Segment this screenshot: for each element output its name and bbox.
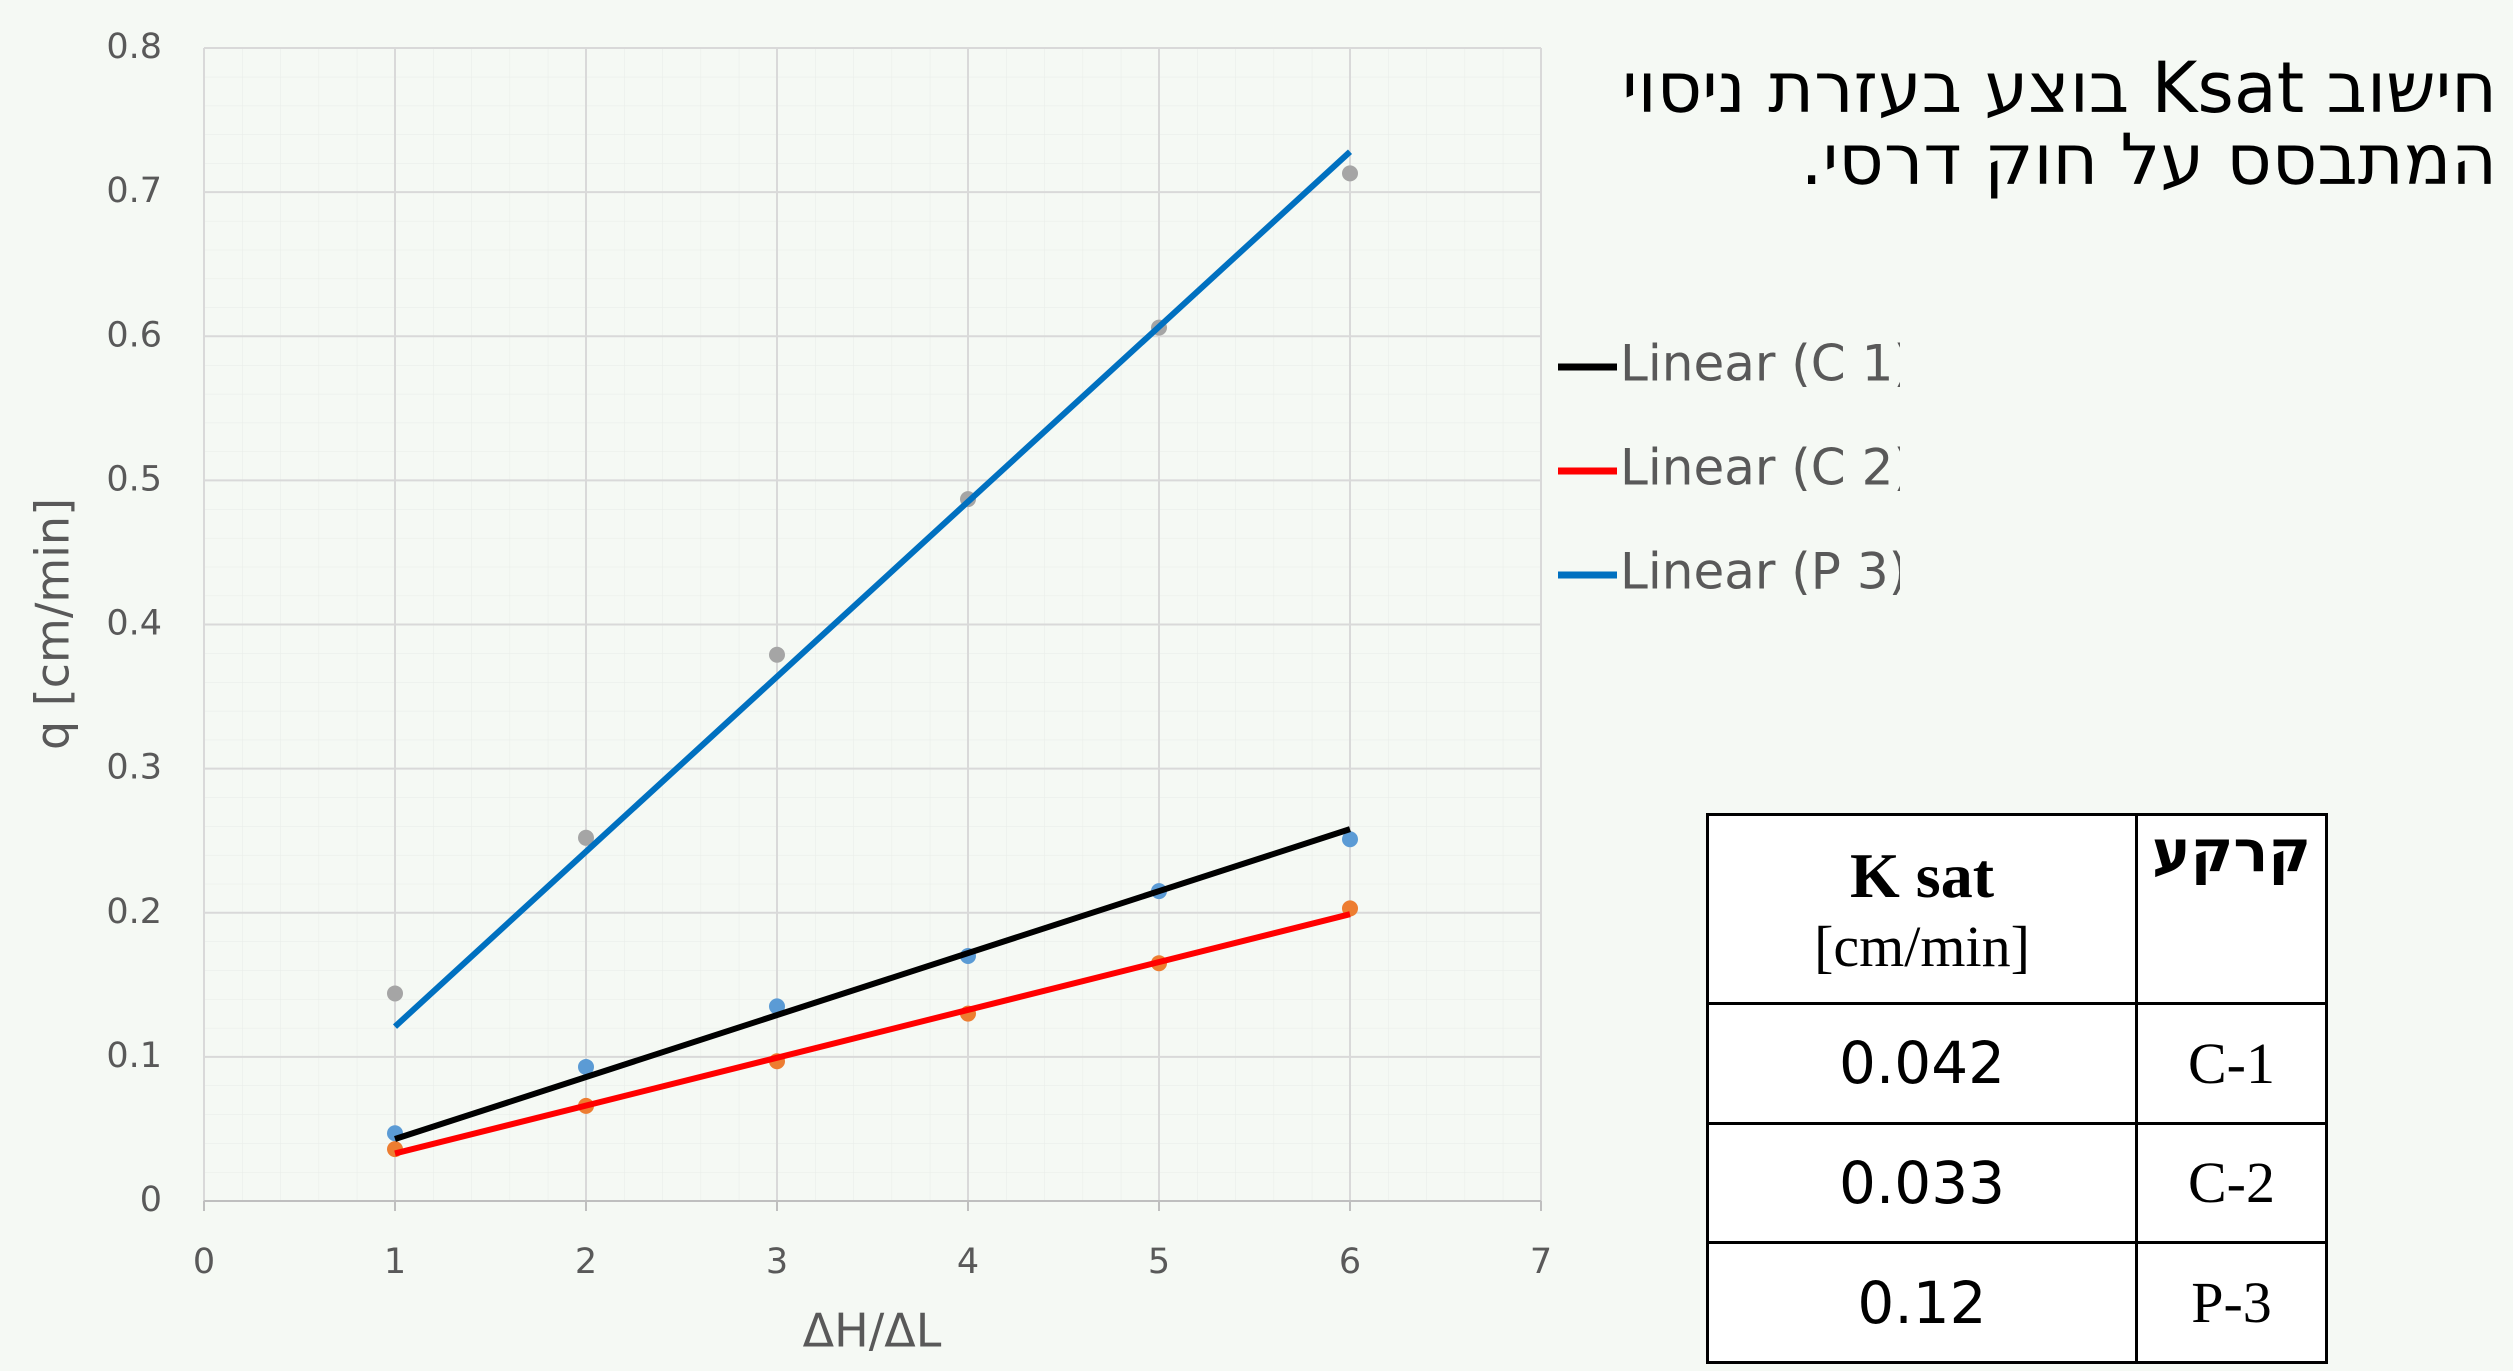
point: [1342, 831, 1358, 848]
x-tick-label: 5: [1148, 1242, 1170, 1282]
trendline: [392, 149, 1353, 1029]
point: [769, 998, 785, 1015]
trendline: [394, 911, 1351, 1157]
header-label: K sat: [1850, 839, 1994, 911]
x-tick-label: 3: [766, 1242, 788, 1282]
y-tick-label: 0: [140, 1180, 162, 1220]
x-axis-label: ΔH/ΔL: [803, 1304, 942, 1358]
point: [1342, 165, 1358, 182]
header-cell: קרקע: [2135, 813, 2328, 1005]
y-axis-label: q [cm/min]: [26, 498, 80, 750]
y-tick-label: 0.3: [106, 748, 162, 788]
y-tick-label: 0.4: [106, 604, 162, 644]
title: חישוב Ksat בוצע בעזרת ניסוי המתבסס על חו…: [1622, 52, 2497, 196]
ksat-table: K sat [cm/min] קרקע 0.042 C-1 0.033 C-2 0.1…: [1706, 813, 2328, 1364]
cell: P-3: [2135, 1241, 2328, 1364]
trendline: [394, 826, 1351, 1142]
point: [769, 646, 785, 663]
legend-label: Linear (C 2): [1620, 439, 1900, 497]
cell: C-2: [2135, 1121, 2328, 1245]
y-tick-label: 0.7: [106, 171, 162, 211]
y-tick-label: 0.2: [106, 892, 162, 932]
x-tick-label: 6: [1339, 1242, 1361, 1282]
legend-label: Linear (P 3): [1620, 543, 1900, 601]
chart: ΔH/ΔL q [cm/min] 0 0.1 0.2 0.3 0.4 0.5 0.6 0.7 0…: [26, 27, 1901, 1358]
cell: 0.042: [1706, 1002, 2138, 1125]
y-tick-label: 0.1: [106, 1036, 162, 1076]
point: [578, 1058, 594, 1075]
title-line: חישוב Ksat בוצע בעזרת ניסוי: [1621, 47, 2497, 129]
y-tick-label: 0.5: [106, 459, 162, 499]
legend-label: Linear (C 1): [1620, 335, 1900, 393]
x-tick-label: 7: [1530, 1242, 1552, 1282]
title-line: המתבסס על חוק דרסי.: [1800, 119, 2497, 201]
cell: 0.033: [1706, 1121, 2138, 1245]
x-tick-label: 2: [575, 1242, 597, 1282]
cell: C-1: [2135, 1002, 2328, 1125]
header-unit: [cm/min]: [1814, 913, 2030, 979]
header-cell: K sat [cm/min]: [1706, 813, 2138, 1005]
y-tick-label: 0.6: [106, 315, 162, 355]
cell: 0.12: [1706, 1241, 2138, 1364]
point: [578, 829, 594, 846]
x-tick-label: 0: [193, 1242, 215, 1282]
x-tick-label: 1: [384, 1242, 406, 1282]
point: [387, 985, 403, 1002]
y-tick-label: 0.8: [106, 27, 162, 67]
x-tick-label: 4: [957, 1242, 979, 1282]
